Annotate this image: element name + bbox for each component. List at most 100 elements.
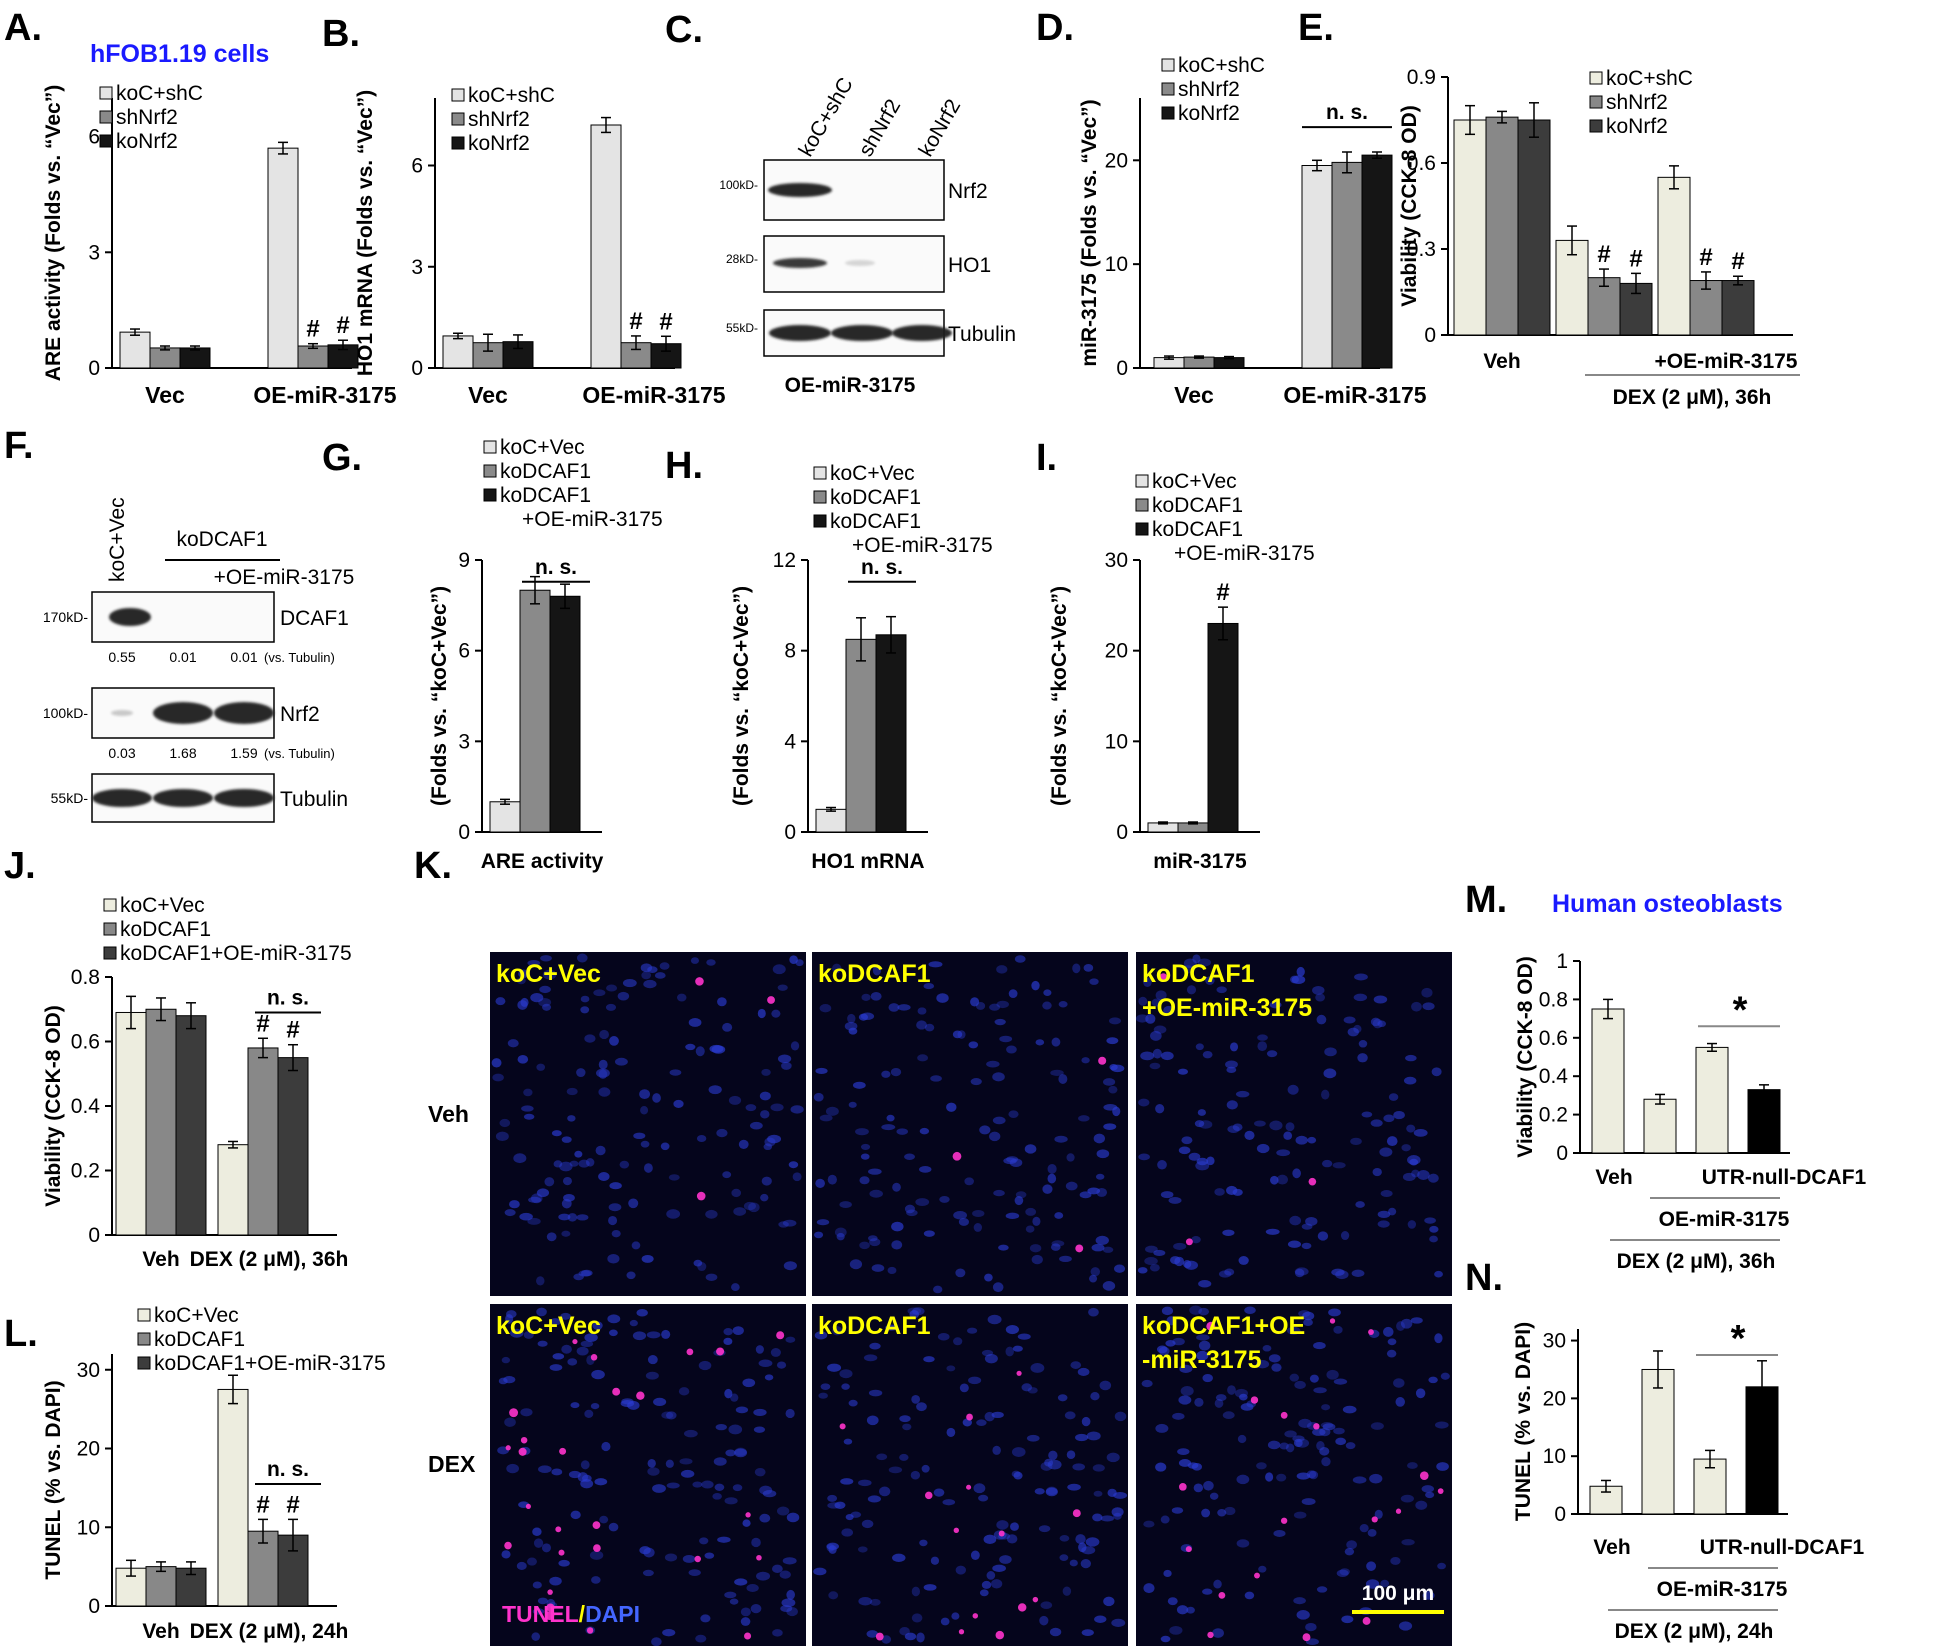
tunel-spot: [1179, 1483, 1187, 1491]
nucleus: [1014, 955, 1026, 963]
tile-label: koC+Vec: [496, 1312, 601, 1340]
nucleus: [907, 1307, 922, 1315]
nucleus: [933, 1488, 945, 1497]
nucleus: [1089, 1274, 1098, 1283]
nucleus: [745, 1104, 757, 1112]
nucleus: [576, 1214, 589, 1221]
legend-swatch: [1161, 58, 1175, 72]
nucleus: [1296, 966, 1305, 977]
nucleus: [1321, 1159, 1333, 1168]
nucleus: [1138, 1098, 1150, 1107]
nucleus: [723, 1328, 733, 1336]
nucleus: [567, 1213, 578, 1222]
nucleus: [639, 1089, 651, 1100]
tunel-spot: [520, 1436, 528, 1444]
legend-entry: koC+Vec: [1152, 470, 1237, 493]
nucleus: [1283, 1131, 1293, 1140]
mw-marker: 100kD-: [719, 178, 758, 192]
y-axis-label: TUNEL (% vs. DAPI): [42, 1380, 65, 1579]
quant-value: 0.55: [108, 649, 135, 665]
panel-letter-A: A.: [4, 7, 42, 49]
protein-label: Nrf2: [948, 180, 988, 203]
bar: [145, 1008, 177, 1236]
bar: [1657, 176, 1691, 336]
tile-label: -miR-3175: [1142, 1346, 1262, 1374]
nucleus: [1313, 1342, 1326, 1350]
tunel-spot: [518, 1447, 527, 1456]
nucleus: [732, 1326, 744, 1335]
nucleus: [538, 998, 552, 1007]
nucleus: [683, 1429, 698, 1438]
y-tick-label: 1: [1556, 950, 1568, 973]
nucleus: [561, 1230, 571, 1237]
legend-entry-continued: +OE-miR-3175: [1174, 542, 1315, 565]
nucleus: [984, 1411, 995, 1422]
nucleus: [698, 1360, 712, 1371]
nucleus: [1321, 1456, 1331, 1467]
nucleus: [599, 1515, 609, 1524]
nucleus: [911, 1395, 921, 1404]
x-group-label: DEX (2 μM), 36h: [190, 1248, 349, 1271]
nucleus: [1031, 980, 1040, 991]
nucleus: [1137, 1267, 1148, 1274]
nucleus: [661, 1329, 671, 1339]
nucleus: [983, 1534, 997, 1545]
nucleus: [536, 1063, 546, 1071]
nucleus: [1198, 1307, 1210, 1316]
legend-swatch: [483, 464, 497, 478]
nucleus: [666, 1209, 681, 1219]
nucleus: [1236, 1474, 1250, 1485]
nucleus: [819, 1114, 833, 1122]
nucleus: [1072, 963, 1081, 974]
nucleus: [885, 1324, 899, 1331]
nucleus: [617, 991, 630, 1001]
chart-E: 0 0.3 0.6 0.9 Viability (CCK-8 OD) # # # # koC+sh…: [1398, 66, 1800, 409]
x-group-label: Vec: [145, 382, 185, 408]
nucleus: [919, 1127, 930, 1135]
nucleus: [1406, 1124, 1416, 1133]
nucleus: [1358, 1040, 1368, 1048]
nucleus: [491, 1058, 502, 1068]
y-tick-label: 0.6: [1407, 152, 1436, 175]
tunel-spot: [1254, 1572, 1260, 1579]
nucleus: [1047, 1173, 1057, 1184]
tunel-spot: [545, 1611, 555, 1621]
nucleus: [890, 1067, 902, 1077]
nucleus: [871, 1264, 885, 1272]
nucleus: [558, 1213, 571, 1221]
nucleus: [1434, 1333, 1443, 1344]
nucleus: [1287, 1084, 1299, 1095]
nucleus: [706, 959, 716, 966]
nucleus: [1244, 1130, 1255, 1140]
nucleus: [608, 1522, 619, 1532]
nucleus: [876, 1453, 888, 1461]
nucleus: [902, 1423, 912, 1431]
nucleus: [924, 1023, 935, 1032]
nucleus: [1321, 1404, 1331, 1411]
nucleus: [1065, 1181, 1078, 1191]
nucleus: [841, 1383, 850, 1390]
nucleus: [1328, 1308, 1341, 1317]
nucleus: [1276, 1473, 1287, 1482]
nucleus: [567, 1115, 576, 1122]
y-axis-label: Viability (CCK-8 OD): [42, 1005, 65, 1206]
legend-entry: koNrf2: [468, 132, 530, 155]
legend-swatch: [103, 922, 117, 936]
nucleus: [909, 1310, 920, 1319]
nucleus: [827, 1363, 842, 1372]
bar: [1643, 1098, 1677, 1154]
nucleus: [1266, 1050, 1278, 1058]
tunel-spot: [1250, 1396, 1259, 1404]
x-label-dex: DEX (2 μM), 36h: [1617, 1250, 1776, 1273]
nucleus: [705, 1273, 718, 1281]
micrograph-bg: [812, 952, 1128, 1296]
tunel-spot: [547, 1589, 553, 1595]
nucleus: [770, 1348, 781, 1357]
nucleus: [1080, 1558, 1091, 1569]
nucleus: [1380, 1190, 1393, 1198]
nucleus: [1374, 1509, 1383, 1519]
nucleus: [1075, 1433, 1089, 1442]
